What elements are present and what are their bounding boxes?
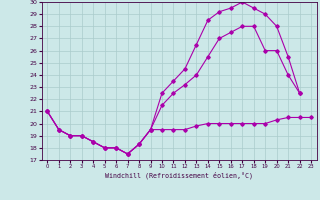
X-axis label: Windchill (Refroidissement éolien,°C): Windchill (Refroidissement éolien,°C) — [105, 172, 253, 179]
